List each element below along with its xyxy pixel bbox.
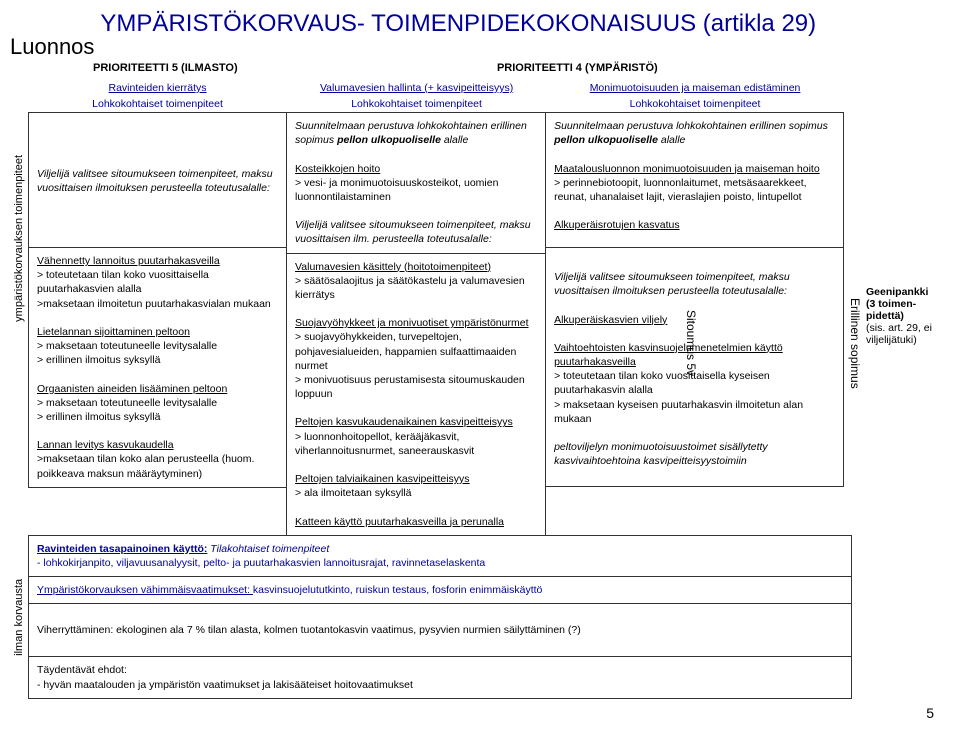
col1-sub1: Ravinteiden kierrätys: [28, 80, 287, 96]
header: Luonnos YMPÄRISTÖKORVAUS- TOIMENPIDEKOKO…: [10, 10, 950, 60]
main-grid: ympäristökorvauksen toimenpiteet Ravinte…: [10, 80, 950, 536]
col2-sub2: Lohkokohtaiset toimenpiteet: [287, 96, 546, 112]
col1-sub2: Lohkokohtaiset toimenpiteet: [28, 96, 287, 112]
bottom-row-4: Täydentävät ehdot: - hyvän maatalouden j…: [28, 656, 852, 698]
vert-left-label: ympäristökorvauksen toimenpiteet: [10, 80, 28, 536]
c1t: Viljelijä valitsee sitoumukseen toimenpi…: [37, 167, 278, 195]
vert-right: Erillinen sopimus Sitoumus 5v: [844, 80, 862, 536]
main-title: YMPÄRISTÖKORVAUS- TOIMENPIDEKOKONAISUUS …: [100, 10, 816, 38]
col2-top-cell: Suunnitelmaan perustuva lohkokohtainen e…: [286, 112, 546, 254]
bottom-row-1: Ravinteiden tasapainoinen käyttö: Tilako…: [28, 535, 852, 577]
prio5-header: PRIORITEETTI 5 (ILMASTO): [28, 60, 303, 76]
col1: Ravinteiden kierrätys Lohkokohtaiset toi…: [28, 80, 287, 536]
bottom-row-3: Viherryttäminen: ekologinen ala 7 % tila…: [28, 603, 852, 657]
col2-mid-cell: Valumavesien käsittely (hoitotoimenpitee…: [286, 253, 546, 536]
vert-bottom-left: ilman korvausta: [10, 536, 28, 699]
col3-sub1: Monimuotoisuuden ja maiseman edistäminen: [546, 80, 844, 96]
columns: Ravinteiden kierrätys Lohkokohtaiset toi…: [28, 80, 844, 536]
draft-label: Luonnos: [10, 10, 94, 60]
priority-row: PRIORITEETTI 5 (ILMASTO) PRIORITEETTI 4 …: [28, 60, 852, 76]
col1-top-cell: Viljelijä valitsee sitoumukseen toimenpi…: [28, 112, 287, 248]
bottom-row-2: Ympäristökorvauksen vähimmäisvaatimukset…: [28, 576, 852, 604]
col2: Valumavesien hallinta (+ kasvipeitteisyy…: [287, 80, 546, 536]
vert-right-1: Erillinen sopimus: [848, 150, 862, 536]
col1-mid-cell: Vähennetty lannoitus puutarhakasveilla >…: [28, 247, 287, 488]
prio4-header: PRIORITEETTI 4 (YMPÄRISTÖ): [303, 60, 852, 76]
col3-sub2: Lohkokohtaiset toimenpiteet: [546, 96, 844, 112]
right-box: Geenipankki (3 toimen-pidettä) (sis. art…: [862, 80, 950, 536]
bottom-section: ilman korvausta Ravinteiden tasapainoine…: [10, 536, 950, 699]
page-number: 5: [10, 699, 950, 721]
vert-right-2: Sitoumus 5v: [684, 150, 698, 536]
col2-sub1: Valumavesien hallinta (+ kasvipeitteisyy…: [287, 80, 546, 96]
